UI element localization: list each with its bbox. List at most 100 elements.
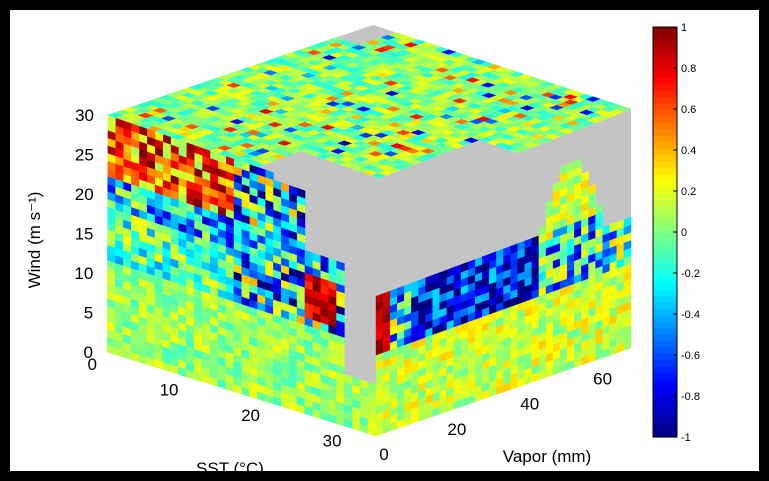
vapor-wind-cell — [574, 158, 582, 170]
colorbar-swatch — [653, 404, 677, 412]
colorbar-swatch — [653, 257, 677, 265]
colorbar-swatch — [653, 110, 677, 118]
colorbar-swatch — [653, 91, 677, 99]
colorbar-swatch — [653, 199, 677, 207]
colorbar-swatch — [653, 289, 677, 297]
colorbar-swatch — [653, 27, 677, 35]
colorbar-tick-label: -0.2 — [681, 268, 700, 280]
sst-axis-label: SST (°C) — [196, 459, 264, 471]
colorbar-swatch — [653, 212, 677, 220]
colorbar-swatch — [653, 155, 677, 163]
colorbar-swatch — [653, 424, 677, 432]
colorbar-swatch — [653, 97, 677, 105]
colorbar-tick-label: -0.4 — [681, 309, 700, 321]
vapor-tick-label: 60 — [593, 370, 612, 389]
colorbar-swatch — [653, 244, 677, 252]
colorbar-tick-label: 0.4 — [681, 145, 696, 157]
axis-ticks: 0 5 10 15 20 25 30 0 10 20 30 0 20 40 60 — [74, 106, 612, 464]
colorbar-swatch — [653, 372, 677, 380]
wind-tick-label: 15 — [75, 225, 94, 244]
colorbar-swatch — [653, 39, 677, 47]
colorbar-swatch — [653, 142, 677, 150]
colorbar-swatch — [653, 129, 677, 137]
colorbar-tick-label: 0.8 — [681, 63, 696, 75]
sst-wind-cell — [296, 187, 306, 199]
sst-vapor-top-face — [107, 25, 632, 208]
colorbar-swatch — [653, 135, 677, 143]
colorbar-swatch — [653, 417, 677, 425]
colorbar-swatch — [653, 328, 677, 336]
colorbar-swatch — [653, 103, 677, 111]
colorbar-swatch — [653, 353, 677, 361]
colorbar-swatch — [653, 296, 677, 304]
colorbar-swatch — [653, 430, 677, 438]
colorbar-swatch — [653, 174, 677, 182]
colorbar-swatch — [653, 219, 677, 227]
wind-tick-label: 25 — [75, 146, 94, 165]
colorbar-swatch — [653, 264, 677, 272]
colorbar-swatch — [653, 347, 677, 355]
colorbar-swatch — [653, 270, 677, 278]
vapor-wind-face — [375, 109, 632, 437]
vapor-wind-cell — [581, 171, 589, 183]
colorbar-swatch — [653, 366, 677, 374]
vapor-tick-label: 40 — [520, 395, 539, 414]
colorbar-swatch — [653, 392, 677, 400]
colorbar-swatch — [653, 340, 677, 348]
colorbar-tick-label: 1 — [681, 22, 687, 34]
colorbar-tick-label: 0.2 — [681, 186, 696, 198]
colorbar-tick-label: -1 — [681, 432, 691, 444]
colorbar-swatch — [653, 180, 677, 188]
sst-vapor-cell — [615, 106, 632, 112]
colorbar-swatch — [653, 379, 677, 387]
colorbar-swatch — [653, 283, 677, 291]
sst-wind-cell — [336, 260, 345, 272]
colorbar-swatch — [653, 84, 677, 92]
colorbar-swatch — [653, 251, 677, 259]
vapor-tick-label: 0 — [379, 445, 388, 464]
colorbar-swatch — [653, 71, 677, 79]
colorbar-swatch — [653, 308, 677, 316]
wind-tick-label: 10 — [74, 264, 93, 283]
colorbar-swatch — [653, 52, 677, 60]
colorbar-swatch — [653, 360, 677, 368]
colorbar-tick-label: 0 — [681, 227, 687, 239]
wind-tick-label: 30 — [75, 106, 94, 125]
vapor-axis-label: Vapor (mm) — [503, 447, 591, 466]
sst-tick-label: 10 — [160, 380, 179, 399]
sst-tick-label: 30 — [323, 431, 342, 450]
colorbar-swatch — [653, 167, 677, 175]
colorbar-swatch — [653, 193, 677, 201]
vapor-wind-cell — [588, 183, 596, 195]
colorbar-swatch — [653, 225, 677, 233]
colorbar-tick-label: -0.8 — [681, 391, 700, 403]
colorbar: 1 0.8 0.6 0.4 0.2 0 -0.2 -0.4 -0.6 -0.8 -1 — [652, 22, 700, 444]
colorbar-swatch — [653, 276, 677, 284]
colorbar-swatch — [653, 123, 677, 131]
colorbar-swatch — [653, 33, 677, 41]
colorbar-swatch — [653, 116, 677, 124]
colorbar-swatch — [653, 238, 677, 246]
wind-tick-label: 20 — [75, 185, 94, 204]
colorbar-swatch — [653, 232, 677, 240]
vapor-wind-cell — [623, 216, 632, 228]
colorbar-swatch — [653, 187, 677, 195]
colorbar-swatch — [653, 78, 677, 86]
colorbar-tick-label: -0.6 — [681, 350, 700, 362]
vapor-wind-cell — [595, 204, 603, 215]
wind-tick-label: 5 — [84, 304, 93, 323]
colorbar-swatch — [653, 411, 677, 419]
colorbar-swatch — [653, 46, 677, 54]
sst-wind-face — [106, 114, 377, 437]
colorbar-swatch — [653, 334, 677, 342]
wind-axis-label: Wind (m s⁻¹) — [25, 192, 44, 289]
colorbar-swatch — [653, 206, 677, 214]
colorbar-swatch — [653, 59, 677, 67]
colorbar-swatch — [653, 398, 677, 406]
colorbar-swatch — [653, 65, 677, 73]
colorbar-tick-label: 0.6 — [681, 104, 696, 116]
vapor-tick-label: 20 — [447, 420, 466, 439]
colorbar-swatch — [653, 315, 677, 323]
colorbar-swatch — [653, 321, 677, 329]
wind-tick-label: 0 — [84, 343, 93, 362]
